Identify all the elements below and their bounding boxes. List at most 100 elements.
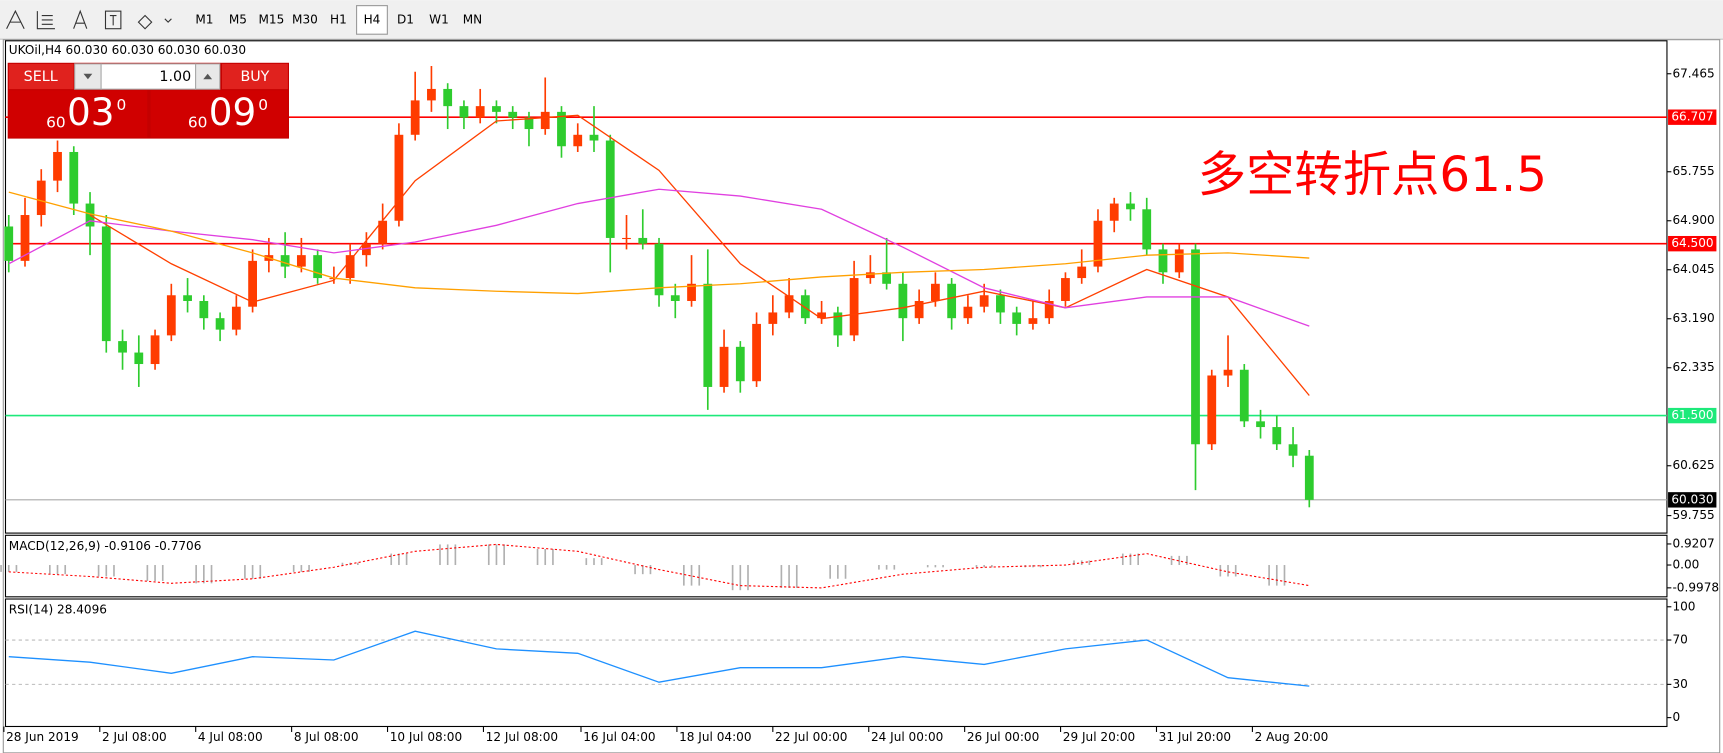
candle-body	[150, 335, 160, 365]
timeframe-button[interactable]: H4	[364, 12, 381, 26]
candle-body	[979, 295, 989, 307]
candle-body	[638, 237, 648, 244]
level-label: 61.500	[1671, 408, 1713, 422]
sell-label[interactable]: SELL	[24, 69, 58, 85]
candle-body	[1191, 249, 1200, 445]
y-tick-label: 64.045	[1672, 262, 1714, 276]
candle-body	[800, 295, 810, 319]
y-tick-label: 59.755	[1672, 508, 1714, 522]
candle-body	[199, 300, 209, 319]
candle-body	[1288, 444, 1298, 456]
trade-panel: SELL 1.00 BUY 60 03 0 60 09 0	[7, 62, 289, 139]
candle-body	[735, 346, 745, 382]
candle-body	[670, 295, 680, 301]
shapes-icon[interactable]	[137, 14, 172, 30]
timeframe-button[interactable]: D1	[397, 12, 414, 26]
candle-body	[231, 306, 241, 330]
bid-box[interactable]	[8, 90, 148, 138]
candle-body	[4, 226, 14, 261]
ask-box[interactable]	[150, 90, 288, 138]
candle-body	[1109, 203, 1119, 221]
macd-label: MACD(12,26,9) -0.9106 -0.7706	[9, 539, 202, 553]
candle-body	[459, 106, 469, 118]
buy-label[interactable]: BUY	[240, 69, 269, 85]
x-tick-label: 4 Jul 08:00	[198, 730, 263, 744]
candle-body	[508, 111, 518, 118]
x-tick-label: 24 Jul 00:00	[871, 730, 943, 744]
label-icon[interactable]	[104, 10, 122, 30]
sell-button[interactable]	[8, 63, 74, 90]
drawing-tools[interactable]	[6, 9, 172, 30]
candle-body	[394, 134, 404, 221]
candle-body	[573, 134, 583, 147]
x-tick-label: 28 Jun 2019	[6, 730, 79, 744]
candle-body	[475, 106, 485, 118]
timeframe-button[interactable]: M15	[259, 12, 285, 26]
candle-body	[768, 312, 778, 324]
candle-body	[118, 341, 127, 353]
text-icon[interactable]	[73, 9, 88, 29]
timeframe-button[interactable]: M5	[229, 12, 247, 26]
level-label-bg	[1668, 109, 1717, 125]
level-label-bg	[1668, 407, 1717, 424]
macd-signal	[8, 543, 1310, 589]
candle-body	[378, 220, 388, 244]
timeframe-button[interactable]: H1	[330, 12, 347, 26]
macd-tick-label: -0.9978	[1672, 580, 1719, 594]
timeframe-active[interactable]	[356, 5, 388, 35]
candle-body	[1061, 278, 1070, 301]
candle-body	[345, 255, 355, 279]
timeframe-button[interactable]: M30	[292, 12, 318, 26]
bid-sup: 0	[116, 96, 126, 114]
candle-body	[540, 111, 550, 130]
candle-body	[898, 283, 908, 319]
x-tick-label: 26 Jul 00:00	[967, 730, 1039, 744]
candle-body	[101, 226, 111, 342]
candle-body	[687, 283, 696, 301]
candle-body	[1239, 369, 1249, 422]
macd-tick-label: 0.9207	[1672, 536, 1714, 550]
candle-body	[849, 278, 859, 336]
candle-body	[362, 243, 371, 256]
rsi-tick-label: 30	[1672, 677, 1687, 691]
x-tick-label: 2 Jul 08:00	[102, 730, 167, 744]
candle-body	[1012, 312, 1022, 324]
candle-body	[1077, 266, 1087, 279]
rsi-tick-label: 0	[1672, 710, 1680, 724]
x-tick-label: 29 Jul 20:00	[1063, 730, 1135, 744]
ask-main: 09	[209, 90, 257, 134]
buy-button[interactable]	[221, 63, 288, 90]
timeframe-button[interactable]: MN	[463, 12, 482, 26]
label-t	[109, 14, 117, 26]
candle-body	[703, 283, 713, 387]
x-tick-label: 2 Aug 20:00	[1255, 730, 1329, 744]
candle-body	[53, 151, 62, 181]
candle-body	[427, 88, 436, 101]
lot-input[interactable]	[100, 63, 197, 90]
macd-panel	[4, 534, 1668, 598]
candle-body	[914, 300, 924, 319]
timeframe-button[interactable]: M1	[195, 12, 213, 26]
ask-big: 60	[188, 114, 208, 132]
candle-body	[1158, 249, 1168, 273]
y-tick-label: 60.625	[1672, 458, 1714, 472]
main-panel	[4, 40, 1668, 534]
rsi-line	[8, 630, 1310, 687]
fibo-icon[interactable]	[6, 9, 25, 29]
candle-body	[296, 255, 306, 267]
annotation: 多空转折点61.5	[1198, 147, 1547, 203]
candle-body	[20, 215, 30, 261]
candle-body	[524, 117, 534, 130]
y-tick-label: 65.755	[1672, 164, 1714, 178]
candle-body	[248, 260, 257, 307]
candle-body	[947, 283, 957, 319]
y-tick-label: 67.465	[1672, 66, 1714, 80]
rsi-label: RSI(14) 28.4096	[9, 603, 107, 617]
candle-body	[865, 272, 875, 279]
candle-body	[1174, 249, 1184, 273]
lot-value[interactable]: 1.00	[159, 69, 191, 85]
candle-body	[183, 295, 192, 301]
fibo-fan-icon[interactable]	[36, 11, 55, 30]
timeframe-button[interactable]: W1	[429, 12, 449, 26]
